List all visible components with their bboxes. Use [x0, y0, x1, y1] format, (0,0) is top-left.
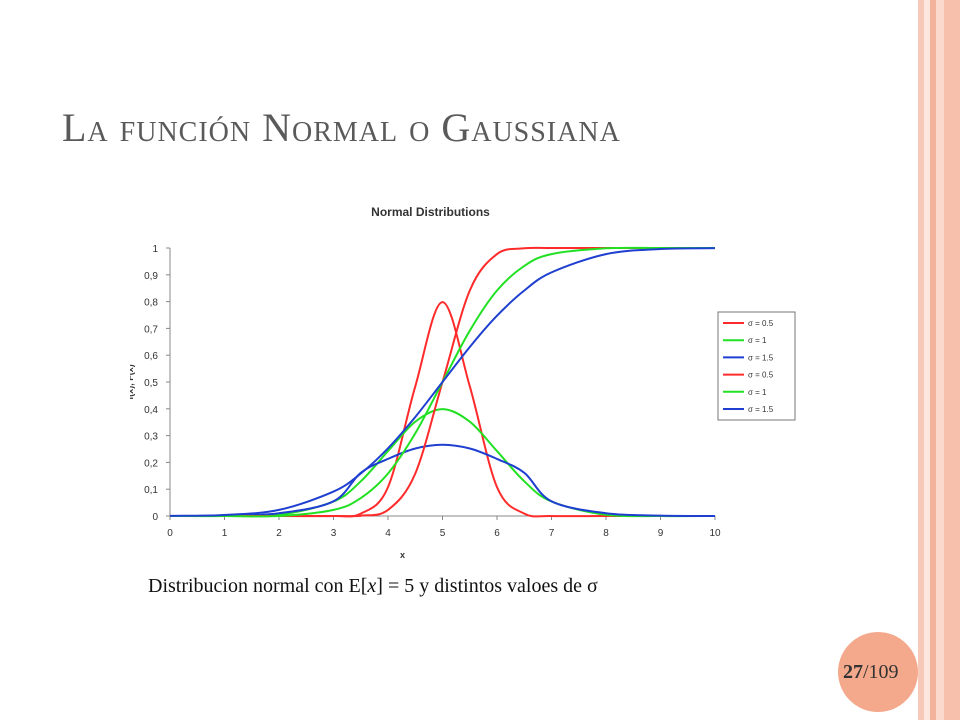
- legend-label: σ = 1.5: [748, 405, 774, 414]
- legend-label: σ = 1.5: [748, 353, 774, 362]
- slide-title: La función Normal o Gaussiana: [62, 105, 621, 150]
- legend-label: σ = 0.5: [748, 319, 774, 328]
- y-tick-label: 0,3: [144, 432, 158, 443]
- x-tick-label: 2: [276, 528, 282, 539]
- x-tick-label: 4: [385, 528, 391, 539]
- normal-distributions-chart: Normal Distributions 0 0,1 0,2 0,3 0,4 0,5 0,6 0…: [130, 205, 796, 560]
- x-axis-label: x: [400, 550, 405, 560]
- x-tick-label: 8: [603, 528, 609, 539]
- chart-title: Normal Distributions: [371, 205, 490, 219]
- y-tick-label: 0,2: [144, 458, 158, 469]
- legend-label: σ = 0.5: [748, 371, 774, 380]
- x-tick-label: 10: [709, 528, 721, 539]
- page-number: 27/109: [843, 661, 899, 684]
- x-tick-label: 9: [658, 528, 664, 539]
- y-tick-label: 0,5: [144, 378, 158, 389]
- legend-label: σ = 1: [748, 336, 767, 345]
- y-tick-label: 0,6: [144, 351, 158, 362]
- x-tick-label: 1: [222, 528, 228, 539]
- caption-before: Distribucion normal con E[: [148, 575, 368, 597]
- x-tick-label: 3: [331, 528, 337, 539]
- x-tick-label: 0: [167, 528, 173, 539]
- series-line-cdf-3: [169, 247, 716, 517]
- page-current: 27: [843, 661, 863, 683]
- y-tick-label: 0,7: [144, 324, 158, 335]
- caption-after: ] = 5 y distintos valoes de σ: [376, 575, 598, 597]
- decor-stripe: [930, 0, 936, 720]
- y-tick-label: 0,8: [144, 298, 158, 309]
- decor-stripe: [924, 0, 930, 720]
- decor-stripe: [944, 0, 960, 720]
- y-tick-label: 0,1: [144, 485, 158, 496]
- y-axis-label: f(x), F(x): [130, 364, 135, 400]
- y-tick-label: 0,9: [144, 271, 158, 282]
- decor-stripe: [936, 0, 944, 720]
- x-tick-label: 7: [549, 528, 555, 539]
- decor-stripe: [918, 0, 924, 720]
- legend-label: σ = 1: [748, 388, 767, 397]
- caption-variable: x: [367, 575, 377, 597]
- series-line-pdf-3: [169, 443, 716, 517]
- series-line-pdf-2: [169, 408, 716, 518]
- figure-caption: Distribucion normal con E[x] = 5 y disti…: [148, 575, 598, 598]
- legend-box: [717, 311, 796, 421]
- y-tick-label: 0: [152, 512, 158, 523]
- page-total: /109: [863, 661, 899, 683]
- page-number-badge: [838, 632, 918, 712]
- y-tick-label: 0,4: [144, 405, 158, 416]
- x-tick-label: 6: [494, 528, 500, 539]
- y-tick-label: 1: [152, 244, 158, 255]
- x-tick-label: 5: [440, 528, 446, 539]
